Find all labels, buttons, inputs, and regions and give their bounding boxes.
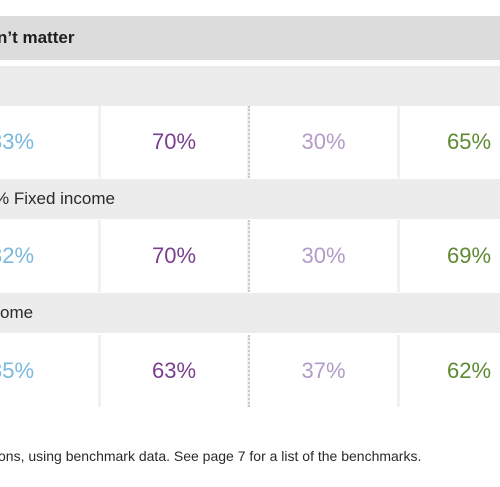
value-cell-col4: 65%: [400, 106, 500, 178]
value-text: 37%: [301, 358, 346, 383]
value-cell-col1: 33%: [0, 106, 98, 178]
dotted-divider: [248, 220, 250, 292]
table-header-bar: n’t matter: [0, 16, 500, 60]
table-row: 33% 70% 30% 65%: [0, 106, 500, 178]
value-cell-col3: 30%: [250, 106, 397, 178]
value-text: 70%: [151, 129, 197, 154]
value-cell-col1: 32%: [0, 220, 98, 292]
value-text: 70%: [151, 243, 197, 268]
value-cell-col3: 37%: [250, 335, 397, 407]
value-text: 63%: [151, 358, 197, 383]
value-cell-col2: 63%: [101, 335, 247, 407]
section-label-bar: % Fixed income: [0, 179, 500, 219]
value-cell-col2: 70%: [101, 220, 247, 292]
value-text: 30%: [301, 243, 346, 268]
value-cell-col4: 62%: [400, 335, 500, 407]
value-text: 32%: [0, 243, 35, 268]
value-cell-col2: 70%: [101, 106, 247, 178]
table-row: 32% 70% 30% 69%: [0, 220, 500, 292]
value-text: 35%: [0, 358, 35, 383]
value-text: 30%: [301, 129, 346, 154]
table-row: 35% 63% 37% 62%: [0, 335, 500, 407]
section-label-bar: [0, 66, 500, 106]
value-cell-col3: 30%: [250, 220, 397, 292]
dotted-divider: [248, 106, 250, 178]
value-text: 69%: [447, 243, 492, 268]
dotted-divider: [248, 335, 250, 407]
value-cell-col1: 35%: [0, 335, 98, 407]
value-text: 62%: [447, 358, 492, 383]
section-label-bar: ome: [0, 293, 500, 333]
value-cell-col4: 69%: [400, 220, 500, 292]
value-text: 33%: [0, 129, 35, 154]
footnote: ons, using benchmark data. See page 7 fo…: [0, 448, 422, 464]
value-text: 65%: [447, 129, 492, 154]
table-header-title: n’t matter: [0, 28, 75, 47]
section-label: % Fixed income: [0, 189, 115, 208]
section-label: ome: [0, 303, 34, 322]
